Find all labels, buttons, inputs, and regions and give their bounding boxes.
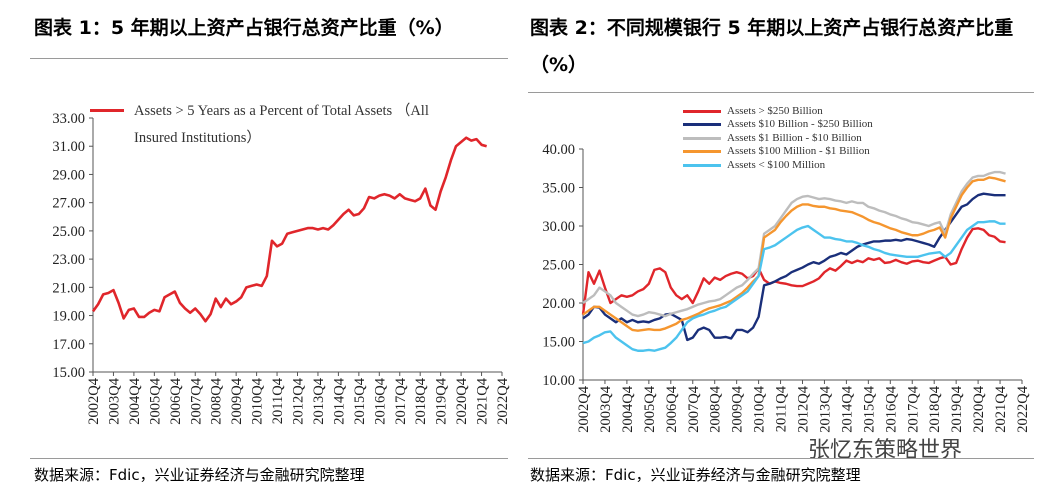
legend-item: Assets $1 Billion - $10 Billion: [683, 132, 943, 145]
x-tick-label: 2003Q4: [598, 385, 614, 432]
footer-rule: [528, 458, 1034, 459]
y-tick-label: 20.00: [542, 296, 575, 312]
y-tick-label: 27.00: [52, 196, 85, 212]
x-tick-label: 2002Q4: [576, 385, 592, 432]
y-tick-label: 25.00: [52, 224, 85, 240]
legend-swatch: [683, 136, 721, 140]
x-tick-label: 2016Q4: [883, 385, 899, 432]
legend-item: Assets > 5 Years as a Percent of Total A…: [90, 98, 470, 152]
x-tick-label: 2021Q4: [993, 385, 1009, 432]
x-tick-label: 2010Q4: [752, 385, 768, 432]
x-tick-label: 2018Q4: [413, 377, 429, 424]
y-tick-label: 30.00: [542, 219, 575, 235]
legend: Assets > 5 Years as a Percent of Total A…: [90, 98, 470, 152]
y-tick-label: 33.00: [52, 111, 85, 127]
y-tick-label: 29.00: [52, 167, 85, 183]
y-tick-label: 40.00: [542, 142, 575, 158]
legend-item: Assets $100 Million - $1 Billion: [683, 145, 943, 158]
x-tick-label: 2012Q4: [796, 385, 812, 432]
legend-label: Assets > $250 Billion: [727, 105, 823, 117]
x-tick-label: 2005Q4: [642, 385, 658, 432]
x-tick-label: 2022Q4: [1015, 385, 1031, 432]
y-tick-label: 35.00: [542, 181, 575, 197]
y-tick-label: 15.00: [542, 335, 575, 351]
x-tick-label: 2022Q4: [495, 377, 511, 424]
x-tick-label: 2014Q4: [331, 377, 347, 424]
x-tick-label: 2009Q4: [229, 377, 245, 424]
x-tick-label: 2020Q4: [454, 377, 470, 424]
series-line: [582, 220, 1006, 352]
legend-label: Assets $1 Billion - $10 Billion: [727, 131, 862, 144]
watermark: 张忆东策略世界: [808, 438, 963, 463]
x-tick-label: 2007Q4: [188, 377, 204, 424]
legend-item: Assets > $250 Billion: [683, 105, 943, 118]
x-tick-label: 2017Q4: [393, 377, 409, 424]
title-rule: [30, 58, 508, 59]
x-tick-label: 2020Q4: [971, 385, 987, 432]
x-tick-label: 2019Q4: [949, 385, 965, 432]
legend-item: Assets $10 Billion - $250 Billion: [683, 118, 943, 131]
x-tick-label: 2007Q4: [686, 385, 702, 432]
x-tick-label: 2004Q4: [620, 385, 636, 432]
source-note: 数据来源：Fdic，兴业证券经济与金融研究院整理: [34, 466, 365, 484]
x-tick-label: 2018Q4: [927, 385, 943, 432]
chart-title: 图表 2：不同规模银行 5 年期以上资产占银行总资产比重（%）: [530, 17, 1014, 76]
x-tick-label: 2017Q4: [905, 385, 921, 432]
legend-label: Assets < $100 Million: [727, 158, 826, 171]
legend-swatch: [90, 109, 124, 112]
y-tick-label: 15.00: [52, 365, 85, 381]
x-tick-label: 2008Q4: [209, 377, 225, 424]
series-line: [582, 170, 1006, 318]
x-tick-label: 2015Q4: [352, 377, 368, 424]
x-tick-label: 2004Q4: [127, 377, 143, 424]
series-line: [91, 136, 488, 323]
x-tick-label: 2006Q4: [664, 385, 680, 432]
x-tick-label: 2011Q4: [774, 385, 790, 432]
x-tick-label: 2011Q4: [270, 377, 286, 424]
x-tick-label: 2012Q4: [291, 377, 307, 424]
legend-label: Assets $100 Million - $1 Billion: [727, 145, 870, 158]
legend-label: Assets $10 Billion - $250 Billion: [727, 118, 873, 131]
x-tick-label: 2021Q4: [475, 377, 491, 424]
x-tick-label: 2005Q4: [147, 377, 163, 424]
x-tick-label: 2015Q4: [861, 385, 877, 432]
y-tick-label: 21.00: [52, 280, 85, 296]
series-line: [582, 192, 1006, 342]
x-tick-label: 2014Q4: [839, 385, 855, 432]
legend: Assets > $250 Billion Assets $10 Billion …: [683, 105, 943, 172]
x-tick-label: 2013Q4: [311, 377, 327, 424]
x-tick-label: 2006Q4: [168, 377, 184, 424]
x-tick-label: 2013Q4: [817, 385, 833, 432]
x-tick-label: 2008Q4: [708, 385, 724, 432]
y-tick-label: 31.00: [52, 139, 85, 155]
y-tick-label: 23.00: [52, 252, 85, 268]
footer-rule: [30, 458, 508, 459]
x-tick-label: 2003Q4: [106, 377, 122, 424]
y-tick-label: 10.00: [542, 373, 575, 389]
legend-swatch: [683, 150, 721, 154]
x-tick-label: 2010Q4: [250, 377, 266, 424]
chart-title: 图表 1：5 年期以上资产占银行总资产比重（%）: [34, 17, 454, 39]
legend-swatch: [683, 123, 721, 127]
legend-swatch: [683, 163, 721, 167]
source-note: 数据来源：Fdic，兴业证券经济与金融研究院整理: [530, 466, 861, 484]
legend-item: Assets < $100 Million: [683, 159, 943, 172]
x-tick-label: 2002Q4: [86, 377, 102, 424]
y-tick-label: 17.00: [52, 337, 85, 353]
series-line: [582, 176, 1006, 332]
x-tick-label: 2019Q4: [434, 377, 450, 424]
y-tick-label: 19.00: [52, 309, 85, 325]
title-rule: [528, 92, 1034, 93]
series-line: [581, 227, 1006, 315]
legend-label: Assets > 5 Years as a Percent of Total A…: [134, 103, 429, 146]
legend-swatch: [683, 110, 721, 113]
x-tick-label: 2009Q4: [730, 385, 746, 432]
y-tick-label: 25.00: [542, 258, 575, 274]
x-tick-label: 2016Q4: [372, 377, 388, 424]
